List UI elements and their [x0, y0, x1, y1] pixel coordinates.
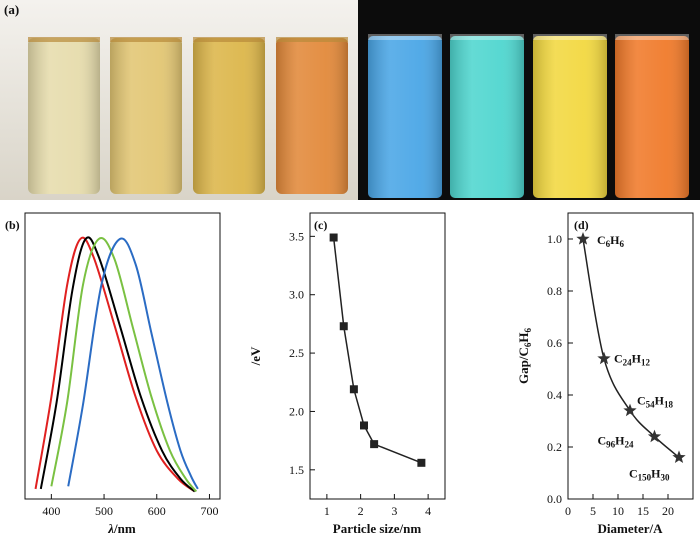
y-tick-label: 0.4	[547, 388, 562, 402]
x-unit: /nm	[113, 521, 136, 536]
chart-d-line	[582, 238, 680, 458]
y-title-sub2: 6	[523, 328, 533, 333]
chart-d-panel-label: (d)	[574, 218, 589, 232]
chart-d-star-point	[576, 232, 590, 245]
vial-photographs	[0, 0, 700, 200]
chart-d-star-point	[647, 429, 662, 443]
x-tick-label: 1	[324, 504, 330, 518]
chart-d-x-axis-title: Diameter/A	[598, 521, 664, 536]
x-tick-label: 4	[425, 504, 431, 518]
chart-c-point	[370, 440, 379, 449]
vial-meniscus	[110, 37, 182, 42]
chart-c-point	[360, 421, 368, 430]
chart-c-point	[329, 233, 338, 242]
y-title-mid: H	[516, 333, 531, 343]
chart-d-series: C6H6 C24H12 C54H18 C96H24 C150H30	[576, 232, 686, 482]
uv-vials	[368, 34, 689, 198]
vial-meniscus	[193, 37, 265, 42]
x-tick-label: 15	[637, 504, 649, 518]
chart-c-ticks: 1 2 3 4 1.5 2.0 2.5 3.0 3.5	[289, 229, 431, 518]
vial-meniscus	[450, 34, 524, 40]
x-tick-label: 3	[391, 504, 397, 518]
vial-meniscus	[368, 34, 442, 40]
x-tick-label: 2	[358, 504, 364, 518]
chart-b-x-ticks: 400 500 600 700	[42, 494, 218, 518]
chart-c-point	[339, 322, 348, 331]
y-tick-label: 0.6	[547, 336, 562, 350]
x-tick-label: 600	[148, 504, 166, 518]
molecule-label: C96H24	[598, 434, 635, 450]
y-tick-label: 1.5	[289, 463, 304, 477]
x-tick-label: 20	[662, 504, 674, 518]
spectrum-line-4	[67, 237, 199, 490]
x-tick-label: 10	[612, 504, 624, 518]
vial-meniscus	[615, 34, 689, 40]
chart-c-x-axis-title: Particle size/nm	[333, 521, 422, 536]
chart-b-x-axis-title: λ/nm	[107, 521, 136, 536]
chart-c-line	[332, 237, 422, 464]
y-tick-label: 2.5	[289, 346, 304, 360]
vial-meniscus	[28, 37, 100, 42]
chart-d-star-point	[623, 403, 637, 417]
x-tick-label: 700	[200, 504, 218, 518]
chart-d-star-point	[597, 351, 611, 365]
molecule-label: C150H30	[629, 466, 670, 482]
spectrum-line-1	[34, 236, 196, 493]
y-tick-label: 0.0	[547, 492, 562, 506]
chart-c-panel-label: (c)	[314, 218, 327, 232]
molecule-label: C24H12	[614, 352, 651, 368]
y-title-base: Gap/C	[516, 347, 531, 384]
chart-c-series	[329, 233, 426, 467]
chart-d-frame	[567, 212, 694, 500]
chart-d-ticks: 0 5 10 15 20 0.0 0.2 0.4 0.6 0.8 1.0	[547, 232, 674, 518]
chart-c-point	[417, 458, 426, 467]
x-tick-label: 400	[42, 504, 60, 518]
molecule-label: C6H6	[597, 233, 625, 249]
uv-vial-shade	[533, 36, 607, 198]
chart-c-bandgap-vs-size: (c) 1 2 3 4 1.5 2.0 2.5 3.0 3.5 Particle size/nm…	[248, 212, 446, 536]
chart-b-panel-label: (b)	[5, 218, 20, 232]
chart-c-y-axis-title: /eV	[248, 346, 263, 366]
chart-b-frame	[24, 212, 221, 500]
y-tick-label: 2.0	[289, 404, 304, 418]
vial-meniscus	[276, 37, 348, 42]
panel-label-a: (a)	[4, 2, 20, 17]
daylight-vial-shade	[193, 38, 265, 194]
uv-vial-shade	[615, 36, 689, 198]
x-tick-label: 5	[590, 504, 596, 518]
chart-b-emission-spectra: (b) 400 500 600 700 λ/nm	[5, 212, 221, 536]
y-tick-label: 3.0	[289, 288, 304, 302]
uv-vial-shade	[450, 36, 524, 198]
uv-vial-shade	[368, 36, 442, 198]
spectrum-line-3	[50, 237, 198, 493]
x-tick-label: 0	[565, 504, 571, 518]
chart-d-y-axis-title: Gap/C6H6	[516, 328, 533, 384]
daylight-vial-shade	[276, 38, 348, 194]
daylight-vials	[28, 37, 348, 194]
chart-b-series	[34, 236, 199, 493]
molecule-label: C54H18	[637, 394, 674, 410]
daylight-vial-shade	[28, 38, 100, 194]
chart-c-point	[349, 385, 358, 394]
chart-c-frame	[309, 212, 446, 500]
vial-meniscus	[533, 34, 607, 40]
y-tick-label: 3.5	[289, 229, 304, 243]
x-tick-label: 500	[95, 504, 113, 518]
lambda-symbol: λ	[107, 521, 114, 536]
daylight-vial-shade	[110, 38, 182, 194]
chart-d-star-point	[672, 450, 686, 464]
y-tick-label: 0.8	[547, 284, 562, 298]
chart-d-gap-vs-diameter: (d) C6H6 C24H12 C54H18 C96H24 C150H30 0 5 10 15…	[516, 212, 694, 536]
y-title-sub1: 6	[523, 342, 533, 347]
y-tick-label: 1.0	[547, 232, 562, 246]
y-tick-label: 0.2	[547, 440, 562, 454]
